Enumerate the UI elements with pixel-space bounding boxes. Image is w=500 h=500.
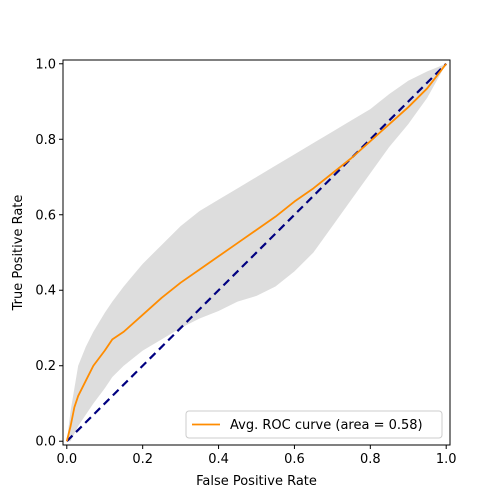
x-axis-ticks: 0.0 0.2 0.4 0.6 0.8 1.0 [56, 445, 457, 467]
y-tick-label: 0.0 [35, 435, 56, 450]
legend-label: Avg. ROC curve (area = 0.58) [230, 418, 423, 433]
legend: Avg. ROC curve (area = 0.58) [185, 410, 443, 439]
x-axis-label: False Positive Rate [196, 474, 317, 489]
lines-layer [65, 62, 447, 443]
x-tick-label: 0.2 [132, 452, 153, 467]
plot-frame [62, 59, 451, 446]
avg-roc-curve [65, 63, 447, 442]
x-tick-label: 0.8 [360, 452, 381, 467]
chance-diagonal-line [66, 62, 447, 443]
y-axis-label: True Positive Rate [11, 195, 26, 312]
y-tick-label: 0.2 [35, 359, 56, 374]
y-axis-ticks: 0.0 0.2 0.4 0.6 0.8 1.0 [35, 57, 63, 450]
y-tick-label: 0.8 [35, 133, 56, 148]
y-tick-label: 1.0 [35, 57, 56, 72]
x-tick-label: 0.0 [56, 452, 77, 467]
x-tick-label: 1.0 [436, 452, 457, 467]
x-tick-label: 0.4 [208, 452, 229, 467]
legend-box [185, 410, 443, 439]
x-tick-label: 0.6 [284, 452, 305, 467]
y-tick-label: 0.4 [35, 284, 56, 299]
y-tick-label: 0.6 [35, 208, 56, 223]
